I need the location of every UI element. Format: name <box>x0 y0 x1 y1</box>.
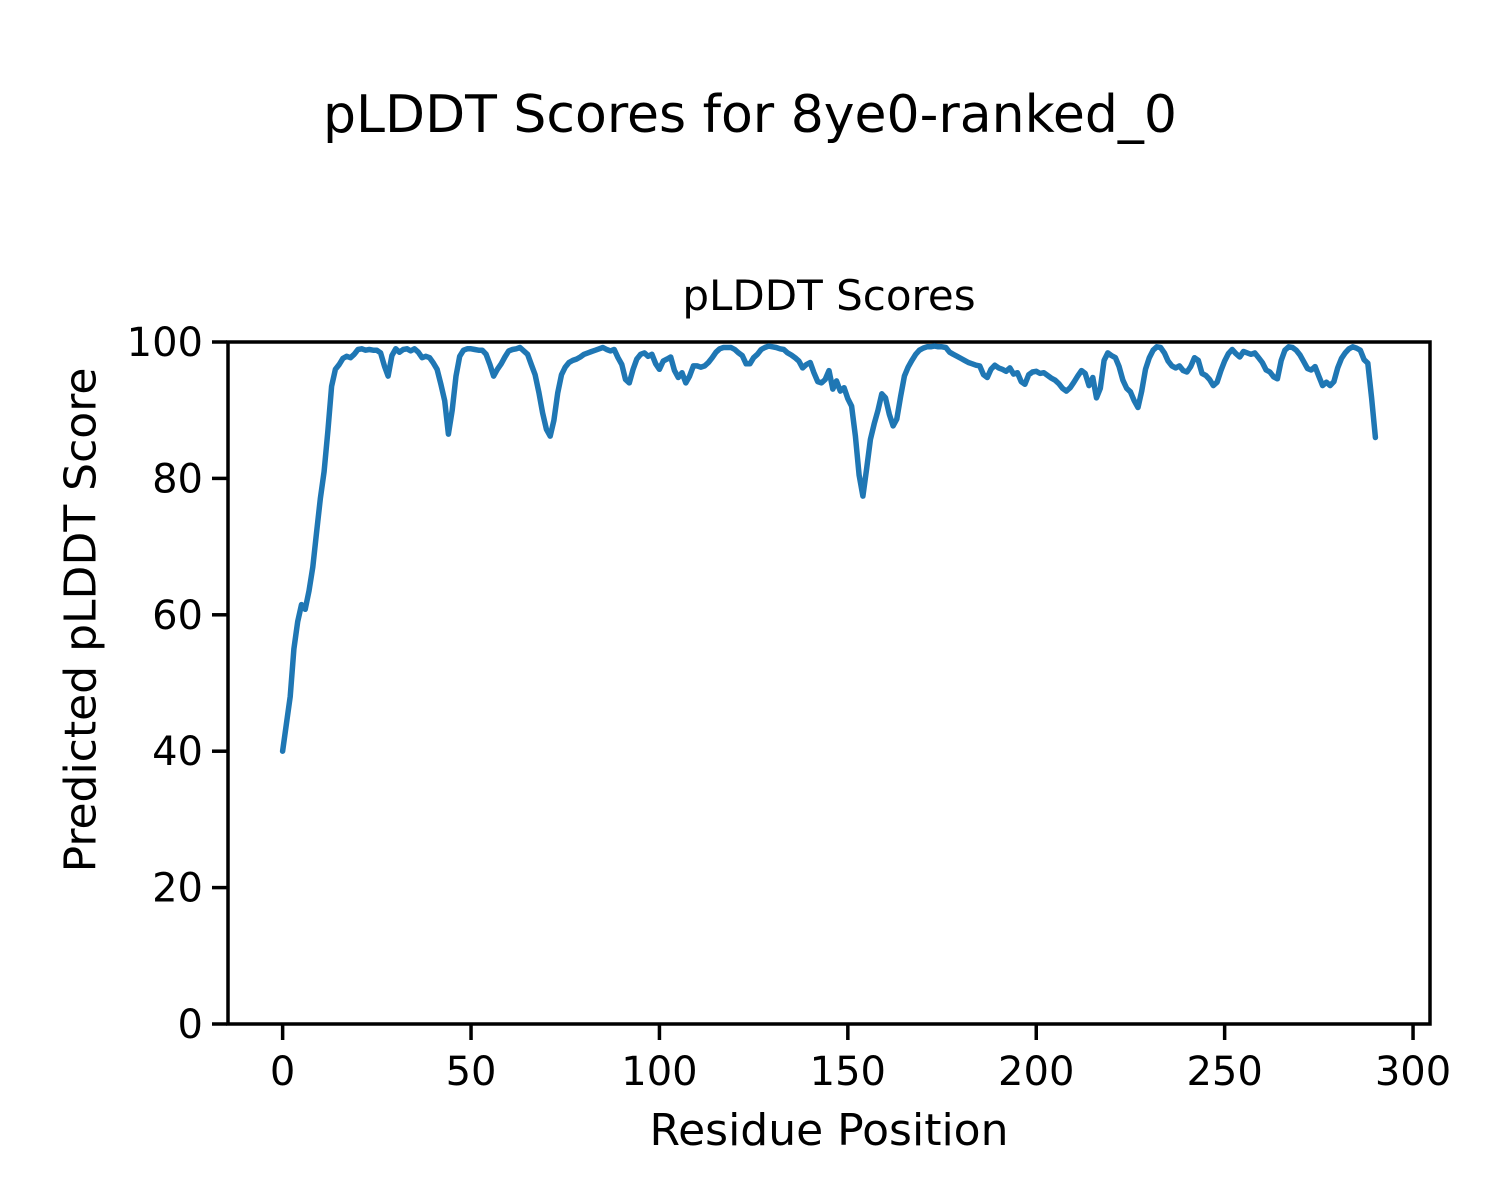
axes-title: pLDDT Scores <box>682 271 976 320</box>
x-tick-label: 0 <box>270 1049 295 1095</box>
axes-frame <box>226 340 1432 1026</box>
y-tick-label: 80 <box>152 456 203 502</box>
plddt-line-series <box>279 343 1379 754</box>
x-tick-label: 300 <box>1375 1049 1451 1095</box>
y-tick-label: 40 <box>152 729 203 775</box>
y-tick-label: 20 <box>152 866 203 912</box>
y-tick-label: 0 <box>178 1002 203 1048</box>
y-axis-label: Predicted pLDDT Score <box>55 367 107 873</box>
x-tick-label: 100 <box>621 1049 697 1095</box>
y-axis-ticks: 0 20 40 60 80 100 <box>127 320 227 1048</box>
x-tick-label: 150 <box>810 1049 886 1095</box>
x-axis-ticks: 0 50 100 150 200 250 300 <box>270 1025 1451 1095</box>
x-tick-label: 200 <box>998 1049 1074 1095</box>
y-tick-label: 60 <box>152 593 203 639</box>
y-tick-label: 100 <box>127 320 203 366</box>
x-tick-label: 50 <box>446 1049 497 1095</box>
x-axis-label: Residue Position <box>649 1105 1009 1156</box>
x-tick-label: 250 <box>1186 1049 1262 1095</box>
figure-suptitle: pLDDT Scores for 8ye0-ranked_0 <box>323 85 1177 145</box>
